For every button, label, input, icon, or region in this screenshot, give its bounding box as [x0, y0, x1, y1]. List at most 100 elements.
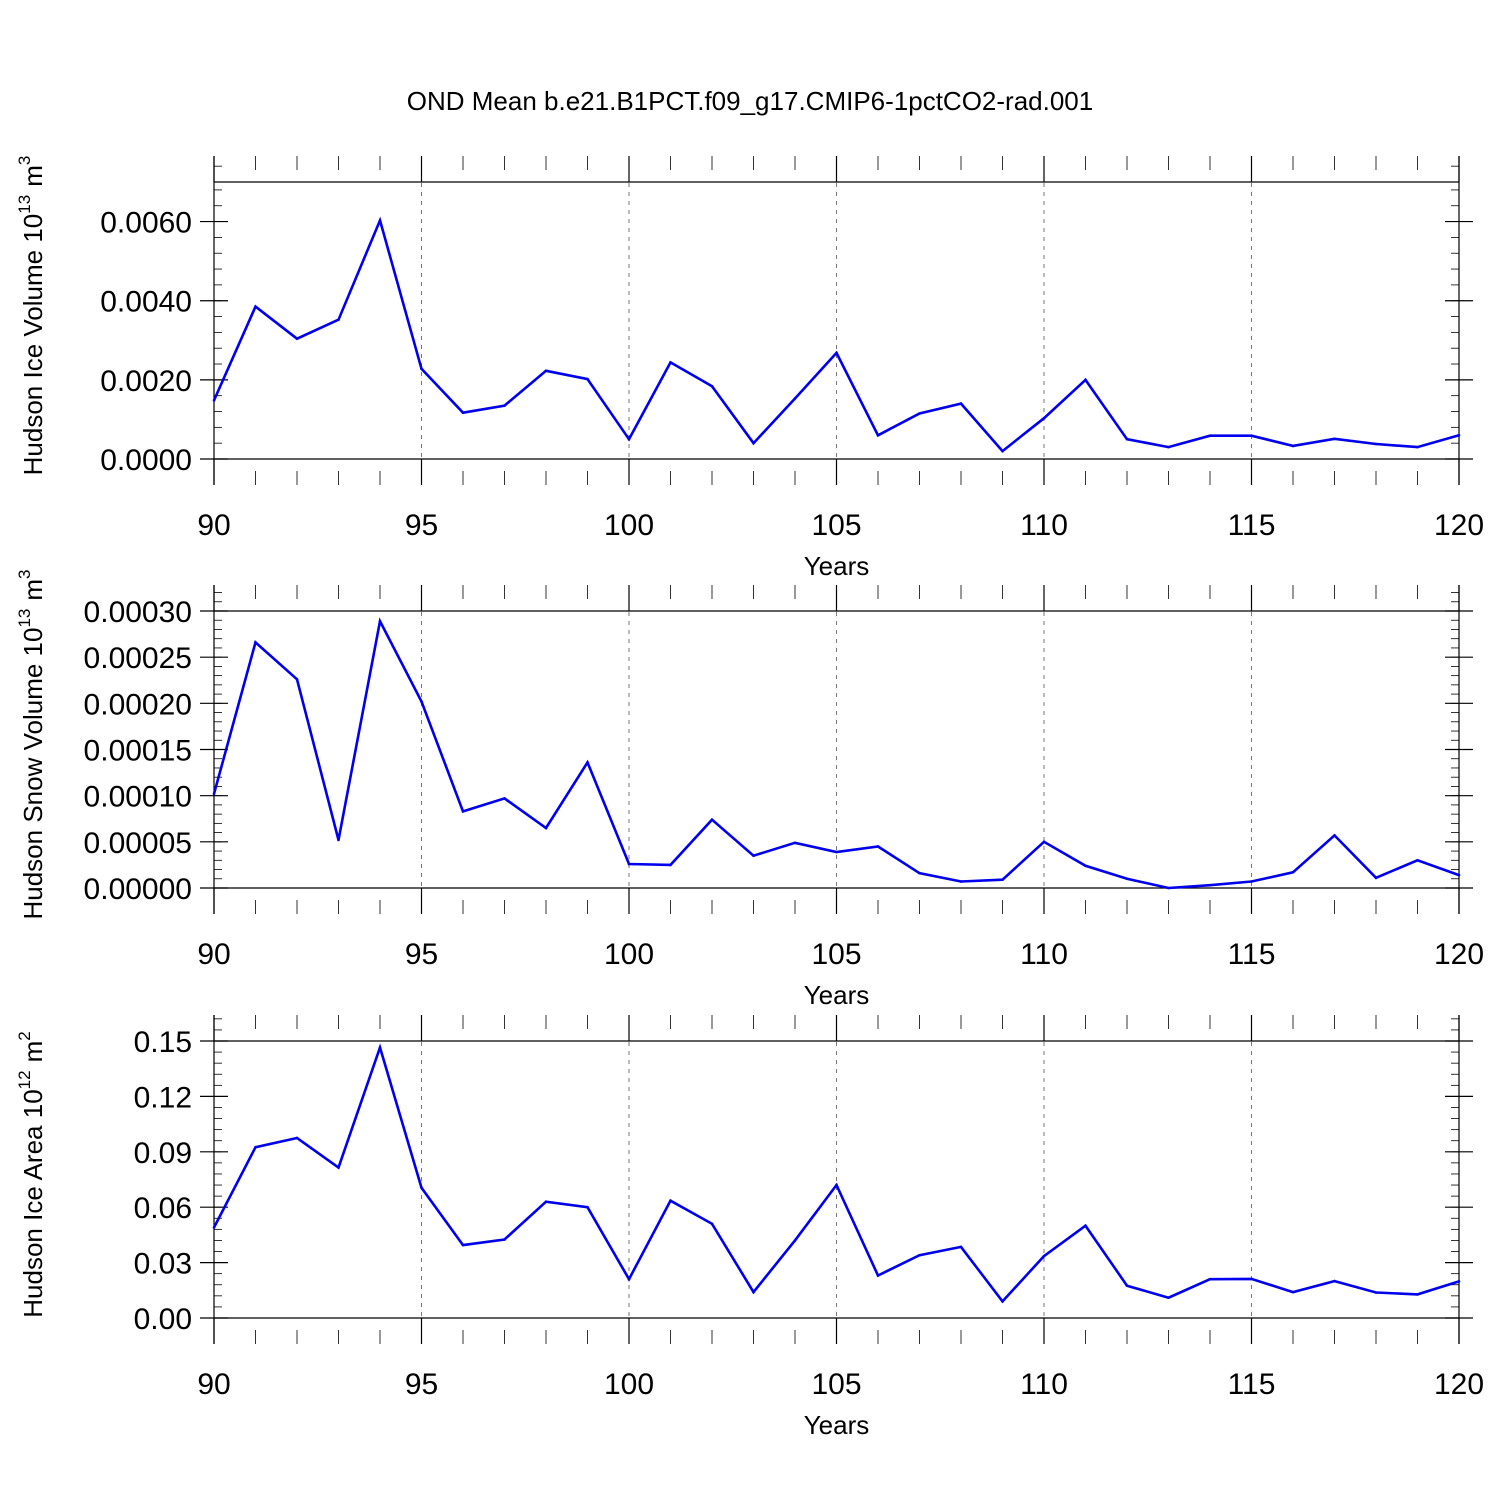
data-point — [1291, 1290, 1295, 1294]
data-point — [1374, 876, 1378, 880]
data-point — [1001, 878, 1004, 881]
data-point — [378, 619, 382, 623]
y-tick-label: 0.09 — [134, 1137, 192, 1170]
panel-ice-area: 0.00 0.03 0.06 0.09 0.12 0.15 90 95 100 105 110 115… — [15, 1015, 1484, 1440]
y-axis-label-unit-exponent: 3 — [15, 569, 34, 578]
data-point — [212, 399, 216, 402]
y-axis-label-unit-exponent: 3 — [15, 156, 34, 165]
y-tick-label: 0.12 — [134, 1081, 192, 1114]
data-point — [461, 1243, 465, 1247]
data-point — [586, 1205, 589, 1209]
data-point — [918, 871, 921, 875]
y-tick-label: 0.0000 — [100, 444, 192, 477]
data-point — [420, 1186, 423, 1190]
data-point — [1125, 437, 1129, 441]
data-point — [959, 880, 963, 883]
data-point — [1042, 416, 1046, 420]
x-tick-label: 115 — [1228, 509, 1276, 542]
data-point — [835, 351, 838, 355]
data-point — [544, 826, 548, 830]
y-tick-label: 0.00015 — [84, 735, 192, 768]
data-point — [503, 404, 506, 407]
x-tick-label: 110 — [1020, 1368, 1068, 1401]
y-axis-label-main: Hudson Ice Volume 10 — [18, 214, 48, 476]
figure-title: OND Mean b.e21.B1PCT.f09_g17.CMIP6-1pctC… — [407, 86, 1093, 116]
data-point — [378, 1046, 382, 1049]
data-point — [1084, 864, 1087, 868]
data-point — [1208, 883, 1212, 887]
x-tick-label: 110 — [1020, 938, 1068, 971]
data-point — [959, 402, 963, 405]
x-tick-label: 105 — [811, 509, 861, 542]
y-tick-label: 0.00025 — [84, 642, 192, 675]
panels: 0.0000 0.0020 0.0040 0.0060 90 95 100 105 110 115… — [15, 156, 1484, 1440]
data-point — [669, 1199, 672, 1203]
y-axis-label: Hudson Ice Area 1012 m2 — [15, 1031, 48, 1317]
data-point — [1457, 1280, 1461, 1283]
data-point — [793, 841, 797, 845]
y-tick-label: 0.00010 — [84, 781, 192, 814]
data-point — [1042, 1254, 1046, 1258]
data-point — [586, 761, 589, 764]
y-axis-label-exponent: 13 — [15, 195, 34, 214]
data-point — [669, 361, 672, 364]
data-point — [420, 367, 423, 371]
data-point — [710, 384, 714, 388]
data-point — [1042, 840, 1046, 844]
data-point — [918, 412, 921, 415]
x-tick-label: 95 — [405, 1368, 438, 1401]
x-tick-label: 120 — [1434, 1368, 1484, 1401]
y-tick-label: 0.0040 — [100, 286, 192, 319]
data-point — [1208, 434, 1212, 437]
data-point — [876, 1274, 880, 1277]
data-point — [752, 441, 755, 445]
data-point — [1167, 1296, 1170, 1299]
x-tick-label: 90 — [197, 938, 230, 971]
data-point — [1125, 1284, 1129, 1287]
y-axis-label-exponent: 13 — [15, 609, 34, 628]
x-tick-label: 100 — [604, 509, 654, 542]
x-tick-label: 105 — [811, 1368, 861, 1401]
data-point — [1001, 449, 1004, 453]
y-tick-label: 0.03 — [134, 1248, 192, 1281]
data-point — [586, 377, 589, 381]
data-point — [793, 1239, 797, 1242]
x-tick-label: 100 — [604, 1368, 654, 1401]
data-point — [1084, 1224, 1087, 1227]
data-point — [1001, 1300, 1004, 1303]
y-tick-label: 0.00 — [134, 1303, 192, 1336]
data-point — [295, 678, 299, 681]
data-point — [710, 818, 714, 821]
data-point — [876, 433, 880, 437]
data-point — [337, 1166, 340, 1169]
y-tick-label: 0.15 — [134, 1026, 192, 1059]
y-axis-label-main: Hudson Snow Volume 10 — [18, 628, 48, 920]
x-tick-label: 120 — [1434, 509, 1484, 542]
series-line — [212, 1043, 1460, 1304]
data-point — [1208, 1277, 1212, 1281]
data-point — [1291, 444, 1295, 448]
x-axis-label: Years — [804, 1410, 870, 1440]
data-point — [1457, 873, 1461, 877]
x-axis-label: Years — [804, 551, 870, 581]
x-tick-label: 115 — [1228, 938, 1276, 971]
data-point — [1250, 1277, 1253, 1281]
data-point — [544, 369, 548, 373]
data-point — [835, 1183, 838, 1187]
y-tick-label: 0.00005 — [84, 827, 192, 860]
data-point — [1333, 834, 1336, 837]
data-point — [1416, 445, 1419, 449]
data-point — [918, 1253, 921, 1257]
data-point — [1374, 1291, 1378, 1294]
data-point — [1250, 434, 1253, 437]
y-axis-label: Hudson Ice Volume 1013 m3 — [15, 156, 48, 476]
x-tick-label: 95 — [405, 509, 438, 542]
x-tick-label: 115 — [1228, 1368, 1276, 1401]
data-point — [835, 850, 838, 854]
y-tick-label: 0.0020 — [100, 365, 192, 398]
x-tick-label: 100 — [604, 938, 654, 971]
data-point — [461, 810, 465, 813]
y-axis-label-unit: m — [18, 165, 48, 187]
x-tick-label: 90 — [197, 509, 230, 542]
